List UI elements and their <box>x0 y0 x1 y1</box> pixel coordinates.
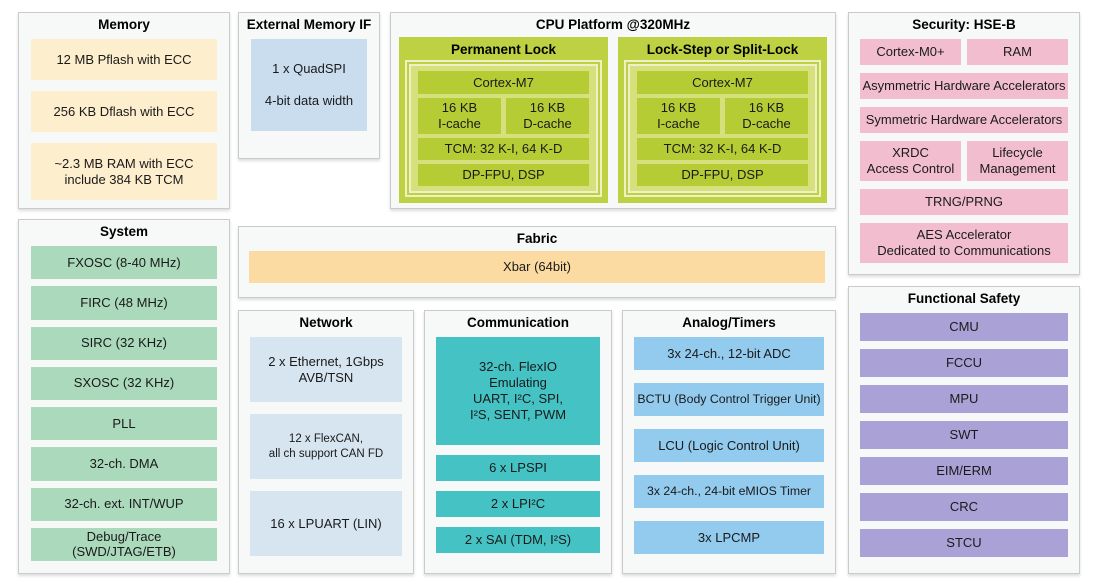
safety-item: CMU <box>860 313 1068 341</box>
cpu-platform-panel: CPU Platform @320MHz Permanent Lock Cort… <box>390 12 836 209</box>
tcm: TCM: 32 K-I, 64 K-D <box>637 138 808 160</box>
safety-item: EIM/ERM <box>860 457 1068 485</box>
functional-safety-panel: Functional Safety CMU FCCU MPU SWT EIM/E… <box>848 286 1080 574</box>
analog-item: 3x 24-ch., 24-bit eMIOS Timer <box>634 475 824 508</box>
safety-item: STCU <box>860 529 1068 557</box>
system-item: SXOSC (32 KHz) <box>31 366 217 400</box>
communication-item: 32-ch. FlexIO Emulating UART, I²C, SPI, … <box>436 337 600 445</box>
icache: 16 KB I-cache <box>637 98 720 134</box>
system-item: FXOSC (8-40 MHz) <box>31 246 217 280</box>
core-name: Cortex-M7 <box>418 71 589 94</box>
security-item: Cortex-M0+ <box>860 39 961 65</box>
functional-safety-title: Functional Safety <box>907 291 1021 306</box>
system-items: FXOSC (8-40 MHz) FIRC (48 MHz) SIRC (32 … <box>19 244 229 573</box>
memory-item: 12 MB Pflash with ECC <box>31 39 217 80</box>
lockstep-core: Lock-Step or Split-Lock Cortex-M7 16 KB … <box>618 37 827 203</box>
communication-item: 2 x SAI (TDM, I²S) <box>436 527 600 553</box>
external-memory-item: 1 x QuadSPI 4-bit data width <box>251 39 367 131</box>
system-item: PLL <box>31 407 217 441</box>
system-panel: System FXOSC (8-40 MHz) FIRC (48 MHz) SI… <box>18 219 230 574</box>
network-item: 16 x LPUART (LIN) <box>250 491 402 556</box>
communication-panel: Communication 32-ch. FlexIO Emulating UA… <box>424 310 612 574</box>
permanent-lock-core: Permanent Lock Cortex-M7 16 KB I-cache 1… <box>399 37 608 203</box>
core-stack: Cortex-M7 16 KB I-cache 16 KB D-cache TC… <box>624 60 821 197</box>
analog-item: 3x 24-ch., 12-bit ADC <box>634 337 824 370</box>
analog-timers-title: Analog/Timers <box>682 315 776 330</box>
safety-item: SWT <box>860 421 1068 449</box>
dcache: 16 KB D-cache <box>506 98 589 134</box>
security-panel: Security: HSE-B Cortex-M0+ RAM Asymmetri… <box>848 12 1080 275</box>
security-items: Cortex-M0+ RAM Asymmetric Hardware Accel… <box>849 37 1079 274</box>
network-item: 12 x FlexCAN, all ch support CAN FD <box>250 414 402 479</box>
safety-item: CRC <box>860 493 1068 521</box>
security-item: XRDC Access Control <box>860 141 961 181</box>
system-item: Debug/Trace (SWD/JTAG/ETB) <box>31 527 217 561</box>
memory-item: 256 KB Dflash with ECC <box>31 91 217 132</box>
communication-title: Communication <box>466 315 569 330</box>
system-title: System <box>99 224 149 239</box>
network-panel: Network 2 x Ethernet, 1Gbps AVB/TSN 12 x… <box>238 310 414 574</box>
memory-items: 12 MB Pflash with ECC 256 KB Dflash with… <box>19 37 229 212</box>
security-item: Symmetric Hardware Accelerators <box>860 107 1068 133</box>
core-stack: Cortex-M7 16 KB I-cache 16 KB D-cache TC… <box>405 60 602 197</box>
memory-panel: Memory 12 MB Pflash with ECC 256 KB Dfla… <box>18 12 230 209</box>
functional-safety-items: CMU FCCU MPU SWT EIM/ERM CRC STCU <box>849 311 1079 573</box>
external-memory-title: External Memory IF <box>246 17 372 32</box>
dcache: 16 KB D-cache <box>725 98 808 134</box>
fpu-dsp: DP-FPU, DSP <box>637 164 808 186</box>
security-item: Lifecycle Management <box>967 141 1068 181</box>
system-item: SIRC (32 KHz) <box>31 326 217 360</box>
system-item: 32-ch. ext. INT/WUP <box>31 487 217 521</box>
communication-items: 32-ch. FlexIO Emulating UART, I²C, SPI, … <box>425 335 611 573</box>
icache: 16 KB I-cache <box>418 98 501 134</box>
communication-item: 6 x LPSPI <box>436 455 600 481</box>
lockstep-title: Lock-Step or Split-Lock <box>646 42 799 57</box>
system-item: 32-ch. DMA <box>31 447 217 481</box>
security-item: AES Accelerator Dedicated to Communicati… <box>860 223 1068 263</box>
fabric-panel: Fabric Xbar (64bit) <box>238 226 836 298</box>
cpu-platform-title: CPU Platform @320MHz <box>535 17 691 32</box>
safety-item: MPU <box>860 385 1068 413</box>
network-title: Network <box>299 315 353 330</box>
security-item: Asymmetric Hardware Accelerators <box>860 73 1068 99</box>
security-item: RAM <box>967 39 1068 65</box>
analog-timers-items: 3x 24-ch., 12-bit ADC BCTU (Body Control… <box>623 335 835 573</box>
fabric-title: Fabric <box>516 231 558 246</box>
permanent-lock-title: Permanent Lock <box>450 42 557 57</box>
fpu-dsp: DP-FPU, DSP <box>418 164 589 186</box>
memory-title: Memory <box>98 17 150 32</box>
cache-row: 16 KB I-cache 16 KB D-cache <box>637 98 808 134</box>
cache-row: 16 KB I-cache 16 KB D-cache <box>418 98 589 134</box>
core-name: Cortex-M7 <box>637 71 808 94</box>
analog-item: BCTU (Body Control Trigger Unit) <box>634 383 824 416</box>
analog-item: 3x LPCMP <box>634 521 824 554</box>
tcm: TCM: 32 K-I, 64 K-D <box>418 138 589 160</box>
external-memory-panel: External Memory IF 1 x QuadSPI 4-bit dat… <box>238 12 380 159</box>
system-item: FIRC (48 MHz) <box>31 286 217 320</box>
external-memory-items: 1 x QuadSPI 4-bit data width <box>239 37 379 158</box>
security-title: Security: HSE-B <box>912 17 1016 32</box>
analog-item: LCU (Logic Control Unit) <box>634 429 824 462</box>
communication-item: 2 x LPI²C <box>436 491 600 517</box>
analog-timers-panel: Analog/Timers 3x 24-ch., 12-bit ADC BCTU… <box>622 310 836 574</box>
cpu-cores: Permanent Lock Cortex-M7 16 KB I-cache 1… <box>391 37 835 211</box>
memory-item: ~2.3 MB RAM with ECC include 384 KB TCM <box>31 143 217 200</box>
network-items: 2 x Ethernet, 1Gbps AVB/TSN 12 x FlexCAN… <box>239 335 413 573</box>
safety-item: FCCU <box>860 349 1068 377</box>
security-item: TRNG/PRNG <box>860 189 1068 215</box>
xbar-item: Xbar (64bit) <box>249 251 825 283</box>
network-item: 2 x Ethernet, 1Gbps AVB/TSN <box>250 337 402 402</box>
